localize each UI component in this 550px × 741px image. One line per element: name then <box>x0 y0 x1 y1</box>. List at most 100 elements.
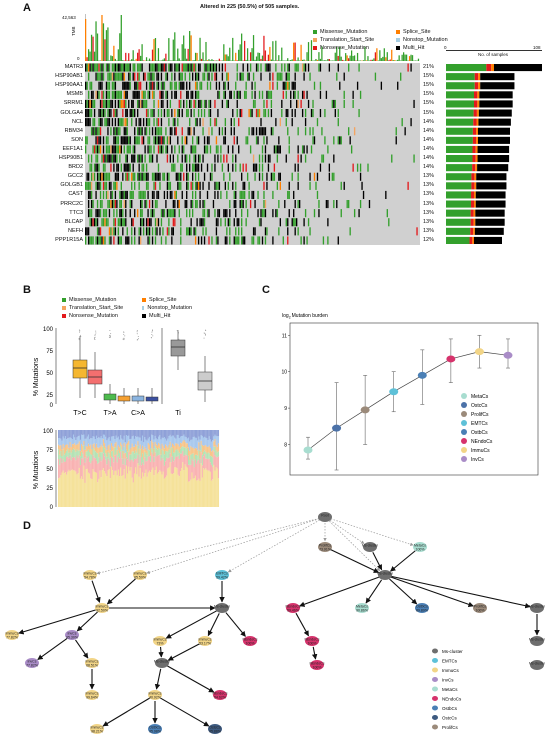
stack-segment <box>175 467 177 507</box>
tree-node-shape <box>25 658 39 668</box>
tree-edge <box>159 697 210 727</box>
stack-segment <box>192 447 194 454</box>
stack-segment <box>107 438 109 446</box>
mutation-cell <box>120 90 122 99</box>
stack-segment <box>72 470 75 507</box>
mutation-cell <box>85 236 87 245</box>
tree-node: Root <box>318 512 332 522</box>
tmb-bar <box>205 41 207 61</box>
stack-segment <box>199 439 201 451</box>
swatch-icon <box>396 38 400 42</box>
tmb-bar <box>353 55 356 61</box>
tmb-bar <box>401 54 403 61</box>
stack-segment <box>198 430 200 437</box>
mutation-cell <box>181 190 183 199</box>
mutation-cell <box>319 63 322 72</box>
stack-segment <box>107 458 109 471</box>
mutation-cell <box>242 190 244 199</box>
mutation-cell <box>110 163 112 172</box>
tmb-bar <box>166 60 168 61</box>
stack-segment <box>90 438 92 445</box>
stack-segment <box>190 439 192 447</box>
mutation-cell <box>263 127 265 136</box>
mutation-cell <box>266 227 268 236</box>
mutation-cell <box>232 181 234 190</box>
mutation-cell <box>229 209 231 218</box>
stack-segment <box>207 440 209 447</box>
mutation-cell <box>194 181 197 190</box>
stack-segment <box>72 434 75 445</box>
stack-segment <box>137 454 139 464</box>
tmb-bar <box>159 60 161 61</box>
mutation-cell <box>171 127 173 136</box>
stack-segment <box>164 430 167 439</box>
stack-segment <box>105 459 107 474</box>
mutation-cell <box>105 99 108 108</box>
stack-segment <box>198 436 200 443</box>
mutation-cell <box>108 81 111 90</box>
stack-segment <box>175 438 177 444</box>
stack-segment <box>155 466 157 507</box>
stack-segment <box>136 474 138 507</box>
stack-segment <box>84 462 86 483</box>
mutation-cell <box>199 63 201 72</box>
mutation-cell <box>116 145 118 154</box>
tmb-bar <box>190 35 192 61</box>
mutation-cell <box>89 63 91 72</box>
stack-segment <box>63 447 65 455</box>
stack-segment <box>202 456 205 469</box>
mutation-cell <box>96 163 99 172</box>
tmb-bar <box>296 60 298 61</box>
tmb-bar <box>226 54 228 61</box>
mutation-cell <box>116 163 118 172</box>
tree-node-label: NEndoCs <box>243 638 258 642</box>
stack-segment <box>104 471 106 507</box>
stack-segment <box>81 451 83 459</box>
tree-node-shape <box>208 724 222 734</box>
tree-node-label: ImmuCs <box>95 605 108 609</box>
mutation-cell <box>126 145 128 154</box>
mutation-cell <box>263 109 265 118</box>
mutation-cell <box>102 190 105 199</box>
tree-node-pct: 73% <box>156 642 163 646</box>
mutation-cell <box>177 109 179 118</box>
mutation-cell <box>159 63 161 72</box>
mutation-cell <box>229 236 231 245</box>
stack-segment <box>100 477 102 507</box>
mutation-cell <box>215 81 218 90</box>
mutation-cell <box>333 172 335 181</box>
mutation-cell <box>96 181 99 190</box>
mutation-cell <box>294 218 296 227</box>
swatch-icon <box>62 298 66 302</box>
mutation-cell <box>209 63 212 72</box>
mutation-cell <box>196 90 198 99</box>
mutation-cell <box>86 118 88 127</box>
mutation-cell <box>102 136 105 145</box>
stack-segment <box>61 449 63 457</box>
mutation-cell <box>148 236 151 245</box>
mutation-cell <box>251 109 253 118</box>
stack-segment <box>75 440 77 445</box>
tmb-bar <box>404 54 406 61</box>
tree-node-label: ImmuCs <box>83 572 96 576</box>
gene-label: HSP90AA1 <box>55 82 83 89</box>
sample-bar-missense <box>446 118 474 126</box>
swatch-icon <box>396 46 400 50</box>
mutation-cell <box>145 172 148 181</box>
mutation-cell <box>235 209 237 218</box>
mutation-cell <box>183 81 185 90</box>
stack-segment <box>100 461 102 478</box>
mutation-cell <box>90 154 93 163</box>
mutation-cell <box>111 227 114 236</box>
mutation-cell <box>315 181 317 190</box>
stack-segment <box>114 470 116 507</box>
mutation-cell <box>194 63 197 72</box>
mutation-cell <box>160 63 163 72</box>
tmb-bar <box>370 59 372 61</box>
stack-segment <box>117 456 119 470</box>
mutation-cell <box>85 136 87 145</box>
tree-edge <box>76 611 98 632</box>
stack-segment <box>97 430 99 439</box>
